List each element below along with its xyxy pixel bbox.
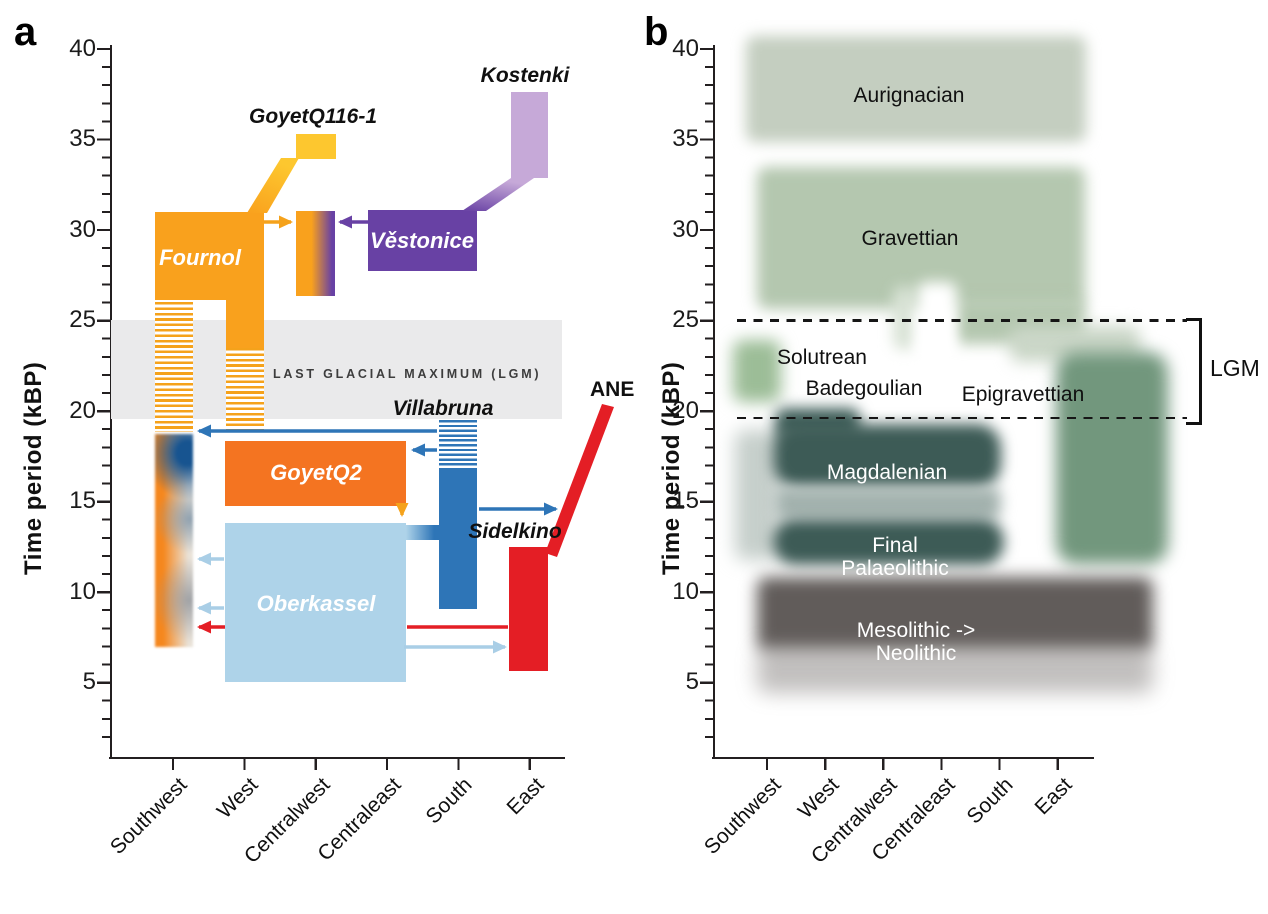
panel-b-ytick-30: 30 (672, 215, 699, 243)
panel-b-ytick-20: 20 (672, 396, 699, 424)
lgm-band-label: LAST GLACIAL MAXIMUM (LGM) (273, 367, 542, 381)
magdalenian-band (773, 424, 1001, 488)
goyetq2-label: GoyetQ2 (270, 460, 362, 485)
panel-b-ytick-15: 15 (672, 487, 699, 514)
panel-b-ytick-5: 5 (685, 668, 699, 695)
lgm-dashed-line-top (737, 319, 1187, 322)
sidelkino-block (509, 547, 548, 671)
panel-b-letter: b (644, 10, 669, 54)
mesolithic-neolithic-label: Mesolithic -> Neolithic (856, 619, 976, 666)
panel-b-xtick-centraleast: Centraleast (867, 773, 960, 866)
vestonice-label: Věstonice (370, 228, 474, 253)
gravettian-label: Gravettian (861, 227, 959, 250)
solutrean-blob (733, 340, 781, 402)
villabruna-oberkassel-connector (406, 525, 439, 540)
panel-b-y-minor-ticks (705, 47, 713, 738)
gravettian-light-strip (893, 286, 915, 350)
final-palaeolithic-band (773, 519, 1004, 565)
panel-b-xtick-southwest: Southwest (699, 773, 786, 859)
villabruna-label: Villabruna (392, 397, 494, 420)
oberkassel-label: Oberkassel (256, 591, 376, 616)
panel-a-y-minor-ticks (102, 47, 110, 738)
southwest-haze (735, 430, 780, 560)
panel-b-ytick-40: 40 (672, 34, 699, 62)
goyetq2-block (225, 441, 406, 506)
goyetq116-block (296, 134, 336, 159)
epigravettian-east-column (1056, 352, 1168, 564)
magdalenian-finalpal-gap (775, 487, 1001, 519)
panel-b-xtick-south: South (962, 773, 1018, 829)
panel-b-y-axis (713, 45, 716, 759)
aurignacian-label: Aurignacian (853, 84, 965, 107)
southwest-admixture-bar (155, 434, 193, 647)
lgm-bracket (1186, 318, 1202, 425)
fournol-southwest-hatched-bar (155, 302, 193, 432)
villabruna-block (439, 470, 477, 609)
panel-a-ytick-35: 35 (69, 125, 96, 152)
panel-b-ytick-35: 35 (672, 125, 699, 152)
panel-a-ytick-5: 5 (82, 668, 96, 695)
panel-b-x-axis (712, 757, 1094, 760)
kostenki-block (511, 92, 548, 178)
solutrean-label: Solutrean (777, 346, 867, 369)
vestonice-block (368, 210, 477, 271)
goyetq116-connector (247, 158, 299, 213)
panel-a-ytick-40: 40 (69, 34, 96, 62)
panel-a-y-axis-title: Time period (kBP) (20, 361, 47, 575)
mesolithic-neolithic-band (757, 577, 1153, 651)
panel-a-ytick-30: 30 (69, 215, 96, 243)
panel-a-ytick-20: 20 (69, 396, 96, 424)
ane-label: ANE (590, 378, 635, 401)
kostenki-connector (462, 178, 534, 211)
panel-a-x-ticks (171, 759, 532, 770)
fournol-label: Fournol (159, 245, 241, 270)
lgm-dashed-line-bottom (737, 417, 1187, 420)
aurignacian-band (746, 36, 1086, 142)
panel-b-x-ticks (765, 759, 1060, 770)
panel-b-ytick-10: 10 (672, 577, 699, 605)
goyetq116-label: GoyetQ116-1 (249, 105, 377, 128)
mesolithic-fade (757, 645, 1153, 693)
oberkassel-block (225, 523, 406, 682)
panel-a-x-axis (109, 757, 565, 760)
panel-a-ytick-25: 25 (69, 306, 96, 333)
panel-a-letter: a (14, 10, 37, 54)
epigravettian-label: Epigravettian (961, 383, 1085, 406)
final-palaeolithic-label: Final Palaeolithic (841, 534, 949, 581)
fournol-vestonice-admixture-bar (296, 211, 335, 296)
kostenki-label: Kostenki (480, 64, 570, 87)
panel-b-ytick-25: 25 (672, 306, 699, 333)
fournol-west-extension (226, 299, 264, 348)
sidelkino-label: Sidelkino (468, 520, 562, 543)
lgm-bracket-label: LGM (1210, 355, 1260, 381)
badegoulian-label: Badegoulian (805, 377, 923, 400)
magdalenian-label: Magdalenian (826, 461, 948, 484)
fournol-west-hatched-bar (226, 348, 264, 432)
villabruna-hatched-bar (439, 420, 477, 470)
panel-a-ytick-15: 15 (69, 487, 96, 514)
panel-a-ytick-10: 10 (69, 577, 96, 605)
panel-b-xtick-east: East (1030, 773, 1077, 820)
fournol-block (155, 212, 264, 300)
